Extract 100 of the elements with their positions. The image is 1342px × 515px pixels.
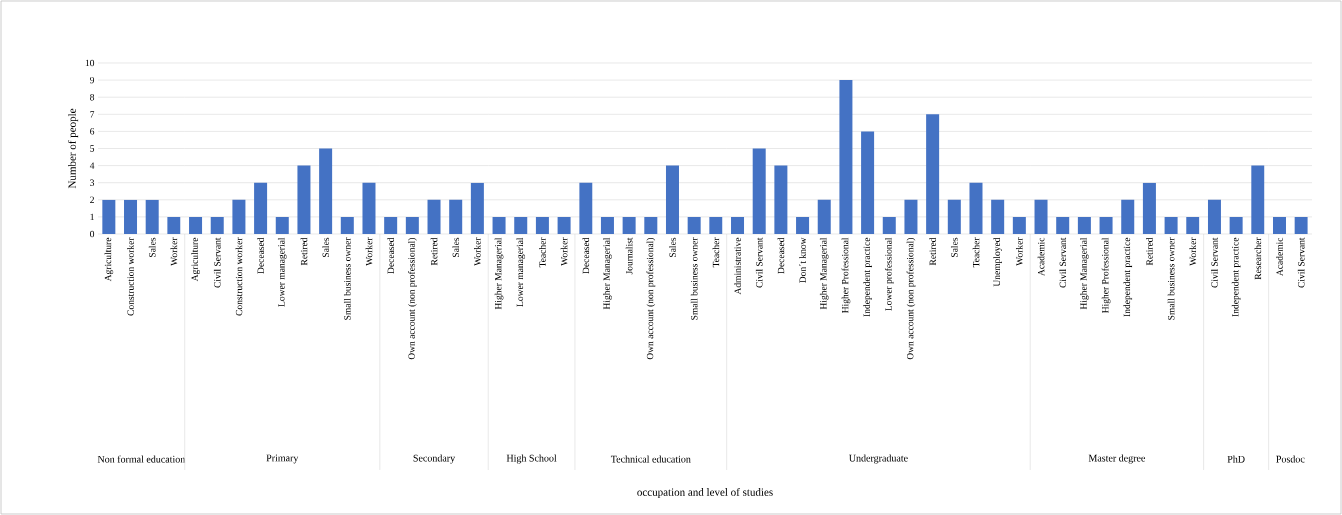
x-tick-label: Retired	[929, 237, 936, 266]
x-tick-label: Worker	[365, 237, 373, 266]
x-axis-title: Master degree	[1088, 454, 1146, 464]
x-axis-title: Posdoc	[1276, 455, 1305, 463]
bar	[839, 80, 853, 234]
bar	[991, 199, 1005, 234]
bar	[189, 216, 203, 234]
x-axis-title: Technical education	[610, 455, 691, 463]
bar	[817, 199, 831, 234]
bar	[1012, 216, 1026, 234]
y-tick-label: 10	[85, 59, 95, 67]
y-tick-label: 3	[90, 179, 95, 186]
x-tick-label: Sales	[148, 237, 156, 257]
x-tick-label: Unemployed	[993, 237, 1002, 287]
bar	[774, 165, 788, 234]
x-tick-label: Agriculture	[191, 237, 200, 282]
x-axis-title: PhD	[1227, 455, 1245, 463]
bar	[861, 131, 875, 234]
x-tick-label: Higher Professional	[841, 237, 851, 313]
x-tick-label: Deceased	[582, 237, 590, 274]
bar	[297, 165, 311, 234]
x-tick-label: Higher Professional	[1101, 237, 1111, 313]
x-axis-title: Non formal education	[97, 455, 186, 463]
bar	[969, 182, 983, 234]
x-tick-label: Deceased	[257, 237, 264, 274]
x-tick-label: Teacher	[972, 237, 980, 268]
bar	[210, 216, 224, 234]
y-tick-label: 1	[90, 213, 94, 221]
x-tick-label: Deceased	[777, 237, 785, 274]
x-tick-label: Teacher	[539, 237, 546, 268]
x-tick-label: Researcher	[1254, 237, 1262, 280]
x-tick-label: Small business owner	[690, 237, 698, 320]
x-axis-title: Undergraduate	[849, 454, 908, 464]
x-tick-label: Sales	[950, 237, 958, 257]
x-tick-label: Lower managerial	[277, 237, 287, 307]
x-tick-label: Agriculture	[104, 237, 114, 282]
x-tick-label: Retired	[300, 237, 308, 266]
bar	[752, 148, 766, 234]
y-tick-label: 7	[90, 111, 95, 118]
x-tick-label: Civil Servant	[213, 237, 221, 288]
x-tick-label: Independent practice	[1231, 237, 1241, 317]
x-tick-label: Worker	[560, 237, 568, 266]
bar	[254, 182, 268, 234]
x-tick-label: Own account (non professional)	[906, 237, 916, 360]
text: occupation and level of studies	[637, 487, 773, 499]
x-tick-label: Civil Servant	[1059, 237, 1067, 288]
x-tick-label: Small business owner	[343, 237, 351, 320]
y-tick-label: 2	[90, 196, 94, 203]
x-tick-label: Independent practice	[863, 237, 872, 317]
x-tick-label: Deceased	[387, 237, 395, 274]
x-tick-label: Administrative	[734, 237, 741, 295]
bar	[232, 199, 246, 234]
bar	[340, 216, 354, 234]
bar	[796, 216, 810, 234]
x-tick-label: Independent practice	[1123, 237, 1133, 317]
y-tick-label: 9	[90, 76, 95, 84]
x-tick-label: Civil Servant	[1297, 237, 1305, 288]
x-tick-label: Lower professional	[884, 237, 894, 311]
x-tick-label: Construction worker	[127, 237, 134, 316]
x-tick-label: Own account (non professional)	[646, 237, 656, 360]
bar	[319, 148, 333, 234]
bar	[882, 216, 896, 234]
x-tick-label: Civil Servant	[755, 237, 763, 288]
x-tick-label: Teacher	[712, 237, 720, 268]
bar	[926, 114, 940, 234]
y-tick-label: 5	[90, 145, 95, 152]
x-tick-label: Higher Managerial	[819, 237, 829, 310]
x-tick-label: Worker	[474, 237, 481, 266]
x-tick-label: Worker	[1189, 237, 1197, 266]
y-tick-label: 6	[90, 128, 95, 135]
x-tick-label: Construction worker	[235, 237, 243, 316]
x-tick-label: Higher Managerial	[1080, 237, 1089, 310]
x-axis-title: Primary	[266, 454, 299, 464]
x-tick-label: Academic	[1037, 237, 1045, 276]
y-tick-label: 8	[90, 93, 95, 101]
bar	[947, 199, 961, 234]
x-tick-label: Retired	[1146, 237, 1153, 266]
x-tick-label: Civil Servant	[1211, 237, 1218, 288]
x-tick-label: Small business owner	[1167, 237, 1175, 320]
x-tick-label: Sales	[452, 237, 460, 257]
x-tick-label: Worker	[1015, 237, 1023, 266]
x-tick-label: Retired	[430, 237, 438, 266]
x-tick-label: Journalist	[625, 237, 633, 275]
x-tick-label: Higher Managerial	[603, 237, 612, 310]
x-tick-label: Academic	[1276, 237, 1283, 276]
x-tick-label: Lower managerial	[516, 237, 526, 307]
y-tick-label: 4	[89, 162, 95, 169]
x-tick-label: Worker	[170, 237, 178, 266]
y-axis-title: Number of people	[68, 108, 79, 189]
bar	[731, 216, 745, 234]
x-tick-label: Sales	[322, 237, 329, 257]
x-tick-label: Don´t know	[799, 237, 806, 283]
y-tick-label: 0	[90, 230, 95, 238]
bar	[362, 182, 376, 234]
x-axis-title: High School	[506, 454, 557, 464]
x-tick-label: Sales	[669, 237, 676, 257]
bar	[275, 216, 289, 234]
bar	[904, 199, 918, 234]
x-tick-label: Own account (non professional)	[407, 237, 417, 360]
x-axis-title: Secondary	[413, 454, 456, 464]
